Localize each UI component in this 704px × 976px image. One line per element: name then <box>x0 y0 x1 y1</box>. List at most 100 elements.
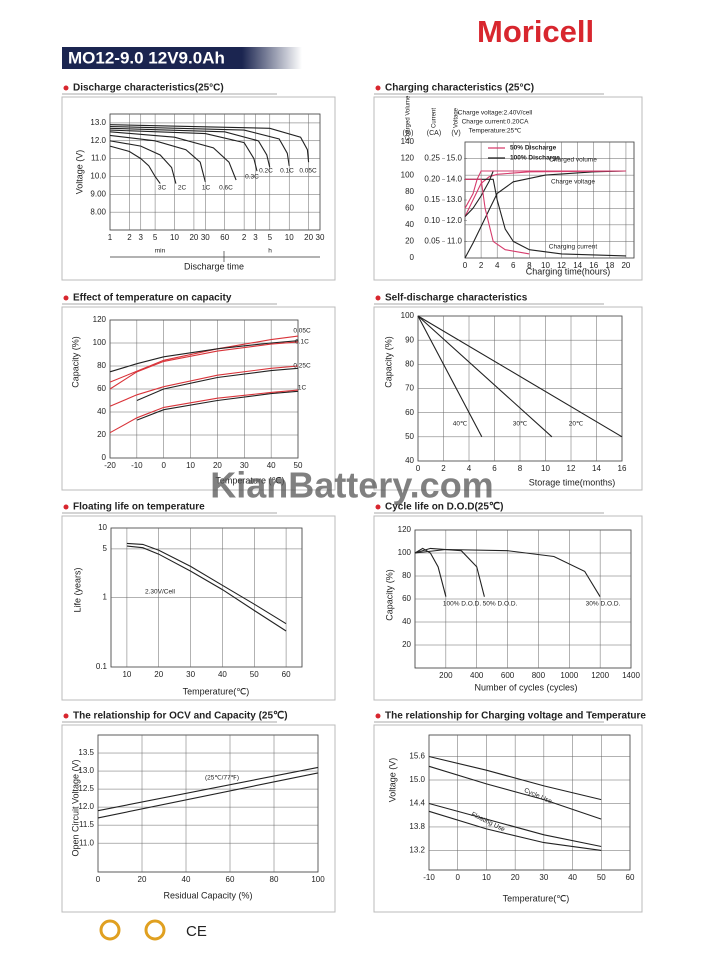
y-tick-label: 10.0 <box>90 172 106 181</box>
curve-label: 0.3C <box>245 174 259 181</box>
title-bullet <box>375 504 381 510</box>
x-tick-label: 14 <box>573 261 582 270</box>
x-tick-label: 60 <box>626 873 635 882</box>
x-tick-label: 50 <box>597 873 606 882</box>
curve-label: 20℃ <box>569 421 584 428</box>
y-tick-label: 20 <box>402 640 411 649</box>
curve <box>464 170 627 259</box>
y-tick-label: 100 <box>398 548 412 557</box>
curve-label: 100% D.O.D. <box>443 601 481 608</box>
y-tick-label: 13.5 <box>78 748 94 757</box>
ce-mark: CE <box>186 923 207 940</box>
curve <box>109 125 290 166</box>
x-tick-label: 1 <box>108 233 113 242</box>
x-tick-label: 60 <box>226 875 235 884</box>
y-tick-label: 80 <box>405 187 414 196</box>
curve <box>109 341 299 390</box>
x-tick-label: 10 <box>541 464 550 473</box>
x-tick-label: 100 <box>311 875 325 884</box>
x-tick-label: 0 <box>161 461 166 470</box>
curve <box>428 802 602 848</box>
curve <box>126 542 287 625</box>
curve <box>136 367 299 402</box>
x-tick-label: 20 <box>154 670 163 679</box>
y-tick-label: 11.0 <box>447 237 463 246</box>
panel-title: Floating life on temperature <box>73 502 205 513</box>
title-bar <box>62 47 302 69</box>
panel-frame <box>61 515 336 701</box>
y-tick-label: 20 <box>405 237 414 246</box>
x-tick-label: 2 <box>127 233 132 242</box>
x-axis-label: Storage time(months) <box>529 477 616 487</box>
curve-label: 1C <box>298 385 307 392</box>
y-tick-label: 90 <box>405 335 414 344</box>
x-tick-label: 1000 <box>560 671 578 680</box>
panel-frame <box>61 724 336 913</box>
curve <box>465 178 627 257</box>
x-tick-label: 60 <box>220 233 229 242</box>
x-tick-label: 4 <box>495 261 500 270</box>
curve-label: Cycle Use <box>523 787 553 806</box>
x-tick-label: 2 <box>441 464 446 473</box>
y-tick-label: 13.8 <box>409 822 425 831</box>
curve-label: 30℃ <box>513 421 528 428</box>
axis-unit: (%) <box>403 130 414 137</box>
curve-label: 0.05C <box>299 168 317 175</box>
panel-title: Charging characteristics (25°C) <box>385 83 534 94</box>
y-tick-label: 40 <box>402 617 411 626</box>
curve <box>109 127 271 168</box>
curve-label: 30% D.O.D. <box>586 601 621 608</box>
curve <box>109 134 206 182</box>
x-tick-label: 10 <box>170 233 179 242</box>
y-tick-label: 60 <box>405 408 414 417</box>
y-tick-label: 15.0 <box>446 154 462 163</box>
x-tick-label: 6 <box>511 261 516 270</box>
brand-logo: Moricell <box>477 14 594 49</box>
curve-label: Floating Use <box>470 811 506 833</box>
x-tick-label: 8 <box>518 464 523 473</box>
y-tick-label: 10 <box>98 523 107 532</box>
curve-label: 0.1C <box>280 168 294 175</box>
y-axis-label: Capacity (%) <box>383 336 393 388</box>
curve-label: (25℃/77℉) <box>205 775 239 782</box>
y-tick-label: 14.0 <box>446 174 462 183</box>
curve <box>109 145 161 184</box>
y-tick-label: 20 <box>97 430 106 439</box>
x-tick-label: 40 <box>218 670 227 679</box>
y-tick-label: 0.1 <box>96 662 108 671</box>
curve-label: 0.2C <box>259 168 273 175</box>
curve <box>109 389 299 434</box>
x-tick-label: 20 <box>304 233 313 242</box>
curve <box>464 170 627 217</box>
title-bullet <box>375 713 381 719</box>
y-tick-label: 100 <box>93 338 107 347</box>
y-tick-label: 15.0 <box>409 775 425 784</box>
y-tick-label: 60 <box>405 203 414 212</box>
title-bullet <box>375 295 381 301</box>
curve <box>414 547 447 597</box>
x-tick-label: 8 <box>527 261 532 270</box>
curve <box>417 315 553 438</box>
curve-label: Charged volume <box>549 157 597 164</box>
x-tick-label: 60 <box>282 670 291 679</box>
y-tick-label: 100 <box>401 170 415 179</box>
panel-title: The relationship for Charging voltage an… <box>385 711 646 722</box>
title-bullet <box>63 504 69 510</box>
x-tick-label: 14 <box>592 464 601 473</box>
watermark: KianBattery.com <box>210 465 493 506</box>
curve <box>109 140 177 184</box>
panel-frame <box>61 96 336 281</box>
y-axis-label: Voltage (V) <box>74 150 84 195</box>
y-tick-label: 0 <box>102 453 107 462</box>
x-tick-label: 30 <box>316 233 325 242</box>
curve <box>417 315 623 438</box>
cert-icon <box>99 919 121 941</box>
model-title: MO12-9.0 12V9.0Ah <box>68 48 225 67</box>
curve <box>109 131 237 181</box>
y-tick-label: 9.00 <box>90 189 106 198</box>
panel-title: Cycle life on D.O.D(25℃) <box>385 502 503 513</box>
x-tick-label: 800 <box>532 671 546 680</box>
curve-label: min <box>155 248 166 255</box>
x-tick-label: 10 <box>541 261 550 270</box>
x-tick-label: 16 <box>589 261 598 270</box>
